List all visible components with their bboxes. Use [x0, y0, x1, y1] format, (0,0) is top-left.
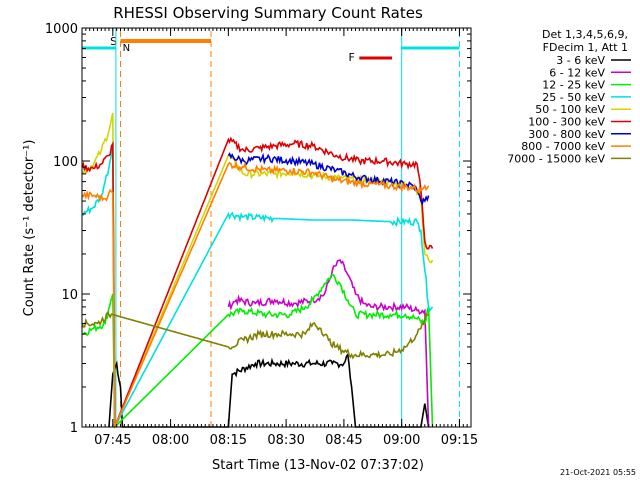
y-tick-label: 10: [61, 288, 78, 303]
plot-area: SN F: [81, 28, 460, 429]
series-line-100-300-keV: [81, 136, 434, 428]
legend-header: FDecim 1, Att 1: [543, 41, 628, 54]
flare-label: F: [348, 51, 354, 64]
x-tick-label: 09:15: [441, 433, 478, 448]
series-line-6-12-keV: [227, 258, 430, 428]
legend-label: 6 - 12 keV: [549, 66, 605, 79]
legend-label: 300 - 800 keV: [528, 128, 605, 141]
legend-label: 100 - 300 keV: [528, 116, 605, 129]
y-tick-label: 1: [70, 421, 78, 436]
x-tick-label: 08:00: [152, 433, 189, 448]
x-tick-label: 08:45: [325, 433, 362, 448]
chart-title: RHESSI Observing Summary Count Rates: [113, 4, 423, 22]
legend-label: 12 - 25 keV: [542, 79, 605, 92]
legend-label: 50 - 100 keV: [535, 103, 605, 116]
y-axis-label: Count Rate (s⁻¹ detector⁻¹): [22, 140, 37, 317]
legend-label: 800 - 7000 keV: [521, 140, 605, 153]
legend-label: 3 - 6 keV: [556, 54, 605, 67]
plot-frame: [81, 27, 472, 428]
x-tick-label: 07:45: [94, 433, 131, 448]
x-axis: 07:45 08:00 08:15 08:30 08:45 09:00 09:15: [81, 28, 478, 448]
series-line-800-7000-keV: [81, 160, 430, 428]
series-line-25-50-keV: [81, 145, 434, 428]
legend-label: 7000 - 15000 keV: [507, 152, 605, 165]
series-line-7000-15000-keV: [81, 311, 429, 360]
legend: Det 1,3,4,5,6,9,FDecim 1, Att 13 - 6 keV…: [507, 28, 631, 165]
y-tick-label: 100: [53, 155, 78, 170]
y-axis: 1 10 100 1000: [45, 22, 471, 436]
y-tick-label: 1000: [45, 22, 78, 37]
x-tick-label: 09:00: [383, 433, 420, 448]
night-label: N: [123, 43, 130, 54]
x-tick-label: 08:15: [210, 433, 247, 448]
footer-timestamp: 21-Oct-2021 05:55: [560, 468, 636, 477]
saa-label: S: [110, 35, 117, 48]
legend-label: 25 - 50 keV: [542, 91, 605, 104]
series-line-12-25-keV: [81, 273, 434, 429]
x-tick-label: 08:30: [267, 433, 304, 448]
series-line-300-800-keV: [227, 152, 430, 207]
legend-header: Det 1,3,4,5,6,9,: [542, 28, 628, 41]
x-axis-label: Start Time (13-Nov-02 07:37:02): [212, 458, 424, 473]
